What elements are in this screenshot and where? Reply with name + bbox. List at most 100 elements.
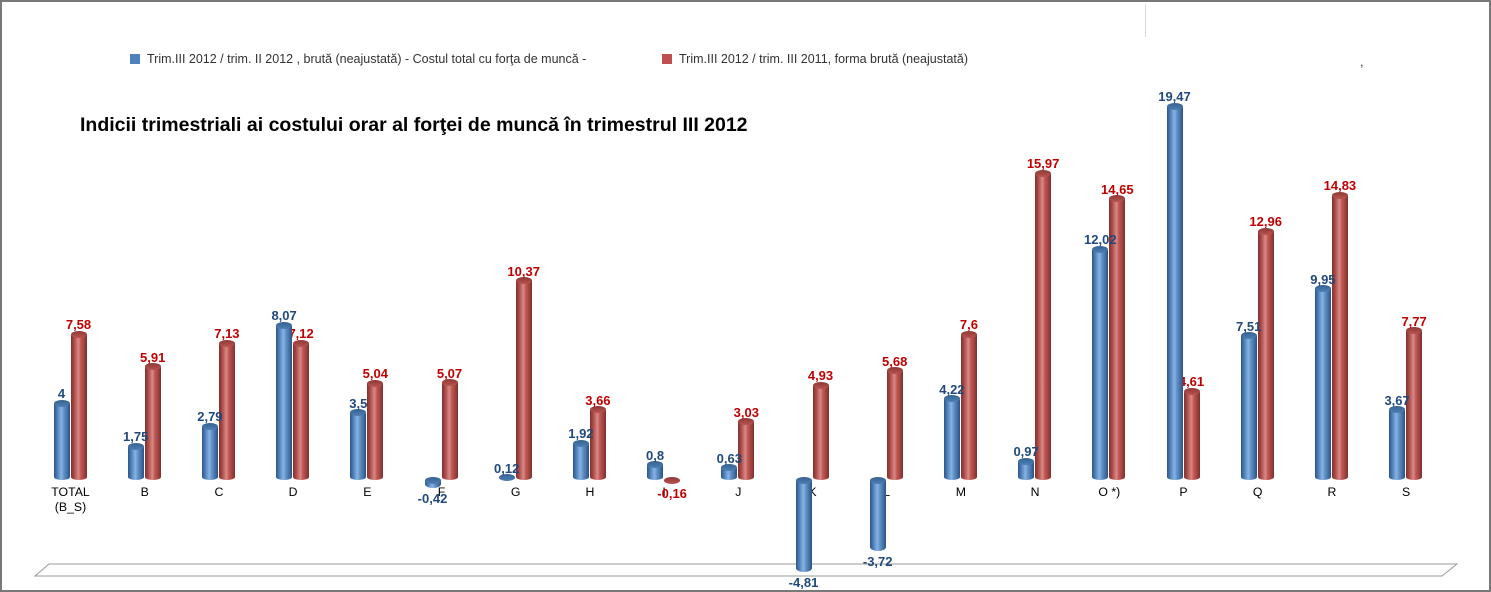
bar-red bbox=[441, 379, 458, 480]
value-label: 4,93 bbox=[807, 368, 834, 384]
value-label: 7,6 bbox=[959, 317, 978, 333]
bar-red bbox=[515, 277, 532, 480]
category-label: J bbox=[735, 485, 742, 499]
category-label: F bbox=[437, 485, 446, 499]
category-label: O *) bbox=[1098, 485, 1121, 499]
bar-blue bbox=[647, 461, 664, 480]
value-label: 15,97 bbox=[1026, 156, 1060, 172]
value-label: 14,83 bbox=[1323, 178, 1357, 194]
category-label: K bbox=[808, 485, 817, 499]
category-label: Q bbox=[1252, 485, 1263, 499]
category-label: C bbox=[214, 485, 224, 499]
category-label: S bbox=[1401, 485, 1411, 499]
value-label: 5,91 bbox=[140, 349, 166, 365]
bar-red bbox=[960, 330, 977, 480]
category-label: TOTAL (B_S) bbox=[51, 485, 90, 515]
value-label: 19,47 bbox=[1158, 89, 1191, 105]
category-label: E bbox=[363, 485, 372, 499]
bar-blue bbox=[572, 439, 589, 480]
value-label: 5,04 bbox=[362, 366, 388, 382]
bar-blue bbox=[201, 422, 218, 480]
bar-red bbox=[1406, 327, 1423, 480]
value-label: 14,65 bbox=[1101, 181, 1134, 197]
value-label: -3,72 bbox=[862, 554, 893, 570]
bar-blue bbox=[795, 476, 812, 573]
bar-blue bbox=[943, 395, 960, 480]
value-label: 7,12 bbox=[288, 326, 314, 342]
bar-red bbox=[367, 379, 384, 480]
value-label: 10,37 bbox=[507, 263, 540, 279]
bar-blue bbox=[1166, 102, 1183, 480]
value-label: 7,51 bbox=[1236, 318, 1262, 334]
value-label: -4,81 bbox=[788, 575, 819, 591]
category-label: B bbox=[140, 485, 149, 499]
bar-blue bbox=[127, 442, 144, 480]
value-label: 3,66 bbox=[585, 392, 611, 408]
value-label: 4 bbox=[57, 386, 66, 402]
value-label: 0,63 bbox=[716, 450, 742, 466]
bar-red bbox=[664, 476, 681, 484]
value-label: 0,97 bbox=[1013, 444, 1039, 460]
bar-blue bbox=[1240, 332, 1257, 480]
bar-blue bbox=[424, 476, 441, 489]
category-label: N bbox=[1030, 485, 1040, 499]
bar-red bbox=[1331, 191, 1348, 480]
bar-red bbox=[1183, 388, 1200, 480]
bar-red bbox=[589, 406, 606, 480]
bar-blue bbox=[721, 464, 738, 480]
value-label: 3,03 bbox=[733, 404, 759, 420]
value-label: 4,61 bbox=[1178, 374, 1205, 390]
chart-title: Indicii trimestriali ai costului orar al… bbox=[80, 114, 748, 136]
bar-blue bbox=[1314, 285, 1331, 480]
category-label: L bbox=[883, 485, 891, 499]
bar-blue bbox=[53, 399, 70, 480]
value-label: -0,16 bbox=[657, 486, 687, 502]
bar-red bbox=[886, 367, 903, 480]
value-label: -0,42 bbox=[417, 491, 448, 507]
category-label: I bbox=[662, 485, 666, 499]
stray-mark: , bbox=[1360, 54, 1364, 69]
value-label: 0,8 bbox=[646, 447, 665, 463]
bar-blue bbox=[1018, 457, 1035, 480]
category-label: G bbox=[510, 485, 521, 499]
bar-blue bbox=[1389, 406, 1406, 480]
bar-red bbox=[144, 363, 161, 480]
bar-blue bbox=[1092, 245, 1109, 480]
bar-red bbox=[218, 339, 235, 480]
bar-red bbox=[812, 381, 829, 480]
category-label: R bbox=[1327, 485, 1337, 499]
value-label: 12,02 bbox=[1084, 232, 1117, 248]
category-label: P bbox=[1179, 485, 1188, 499]
value-label: 12,96 bbox=[1249, 214, 1282, 230]
bar-blue bbox=[350, 409, 367, 480]
bar-red bbox=[738, 418, 755, 480]
legend-item-series2: Trim.III 2012 / trim. III 2011, forma br… bbox=[662, 52, 968, 66]
value-label: 0,12 bbox=[494, 460, 520, 476]
legend-label-series2: Trim.III 2012 / trim. III 2011, forma br… bbox=[679, 52, 969, 66]
value-label: 4,22 bbox=[939, 381, 965, 397]
value-label: 7,58 bbox=[65, 317, 92, 333]
bar-red bbox=[1035, 169, 1052, 480]
value-label: 9,95 bbox=[1310, 271, 1336, 287]
legend-swatch-red bbox=[662, 54, 672, 64]
legend-label-series1: Trim.III 2012 / trim. II 2012 , brută (n… bbox=[147, 52, 587, 66]
value-label: 1,75 bbox=[123, 429, 149, 445]
bar-red bbox=[293, 339, 310, 480]
legend-item-series1: Trim.III 2012 / trim. II 2012 , brută (n… bbox=[130, 52, 586, 66]
category-label: M bbox=[955, 485, 967, 499]
value-label: 5,07 bbox=[436, 365, 463, 381]
value-label: 7,13 bbox=[214, 326, 240, 342]
value-label: 5,68 bbox=[882, 353, 908, 369]
legend-swatch-blue bbox=[130, 54, 140, 64]
bar-red bbox=[1257, 227, 1274, 480]
bar-blue bbox=[276, 321, 293, 480]
bar-red bbox=[70, 330, 87, 480]
decorative-line bbox=[1145, 4, 1146, 37]
value-label: 3,5 bbox=[349, 395, 368, 411]
category-label: H bbox=[585, 485, 595, 499]
bar-blue bbox=[498, 473, 515, 482]
category-label: D bbox=[288, 485, 298, 499]
value-label: 3,67 bbox=[1384, 392, 1410, 408]
